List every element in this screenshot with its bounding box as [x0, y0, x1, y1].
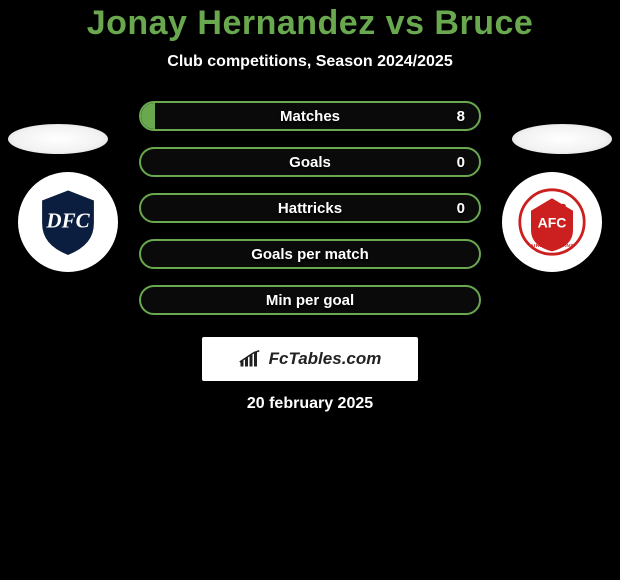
site-logo-text: FcTables.com: [269, 349, 382, 369]
stat-label: Goals per match: [251, 246, 369, 263]
stat-row-goals: Goals 0: [139, 147, 481, 177]
stat-label: Hattricks: [278, 200, 342, 217]
svg-text:DFC: DFC: [45, 209, 90, 233]
stat-value-right: 0: [457, 154, 465, 171]
player-right-shadow: [512, 124, 612, 154]
svg-text:AIRDRIEONIANS: AIRDRIEONIANS: [530, 243, 574, 249]
stat-row-matches: Matches 8: [139, 101, 481, 131]
subtitle: Club competitions, Season 2024/2025: [0, 53, 620, 71]
stat-fill-left: [141, 103, 155, 129]
stat-bars: Matches 8 Goals 0 Hattricks 0 Goals per …: [139, 101, 481, 315]
stat-row-goals-per-match: Goals per match: [139, 239, 481, 269]
crest-right-icon: AFC AIRDRIEONIANS: [517, 187, 587, 257]
crest-right: AFC AIRDRIEONIANS: [502, 172, 602, 272]
comparison-card: Jonay Hernandez vs Bruce Club competitio…: [0, 0, 620, 580]
bar-chart-icon: [239, 349, 263, 369]
stat-label: Matches: [280, 108, 340, 125]
player-left-shadow: [8, 124, 108, 154]
crest-left: DFC: [18, 172, 118, 272]
stat-label: Goals: [289, 154, 331, 171]
site-logo[interactable]: FcTables.com: [202, 337, 418, 381]
stat-row-hattricks: Hattricks 0: [139, 193, 481, 223]
stat-value-right: 8: [457, 108, 465, 125]
page-title: Jonay Hernandez vs Bruce: [0, 4, 620, 43]
date-stamp: 20 february 2025: [0, 395, 620, 413]
stat-value-right: 0: [457, 200, 465, 217]
crest-left-icon: DFC: [33, 187, 103, 257]
stat-label: Min per goal: [266, 292, 354, 309]
svg-text:AFC: AFC: [538, 215, 567, 231]
stat-row-min-per-goal: Min per goal: [139, 285, 481, 315]
